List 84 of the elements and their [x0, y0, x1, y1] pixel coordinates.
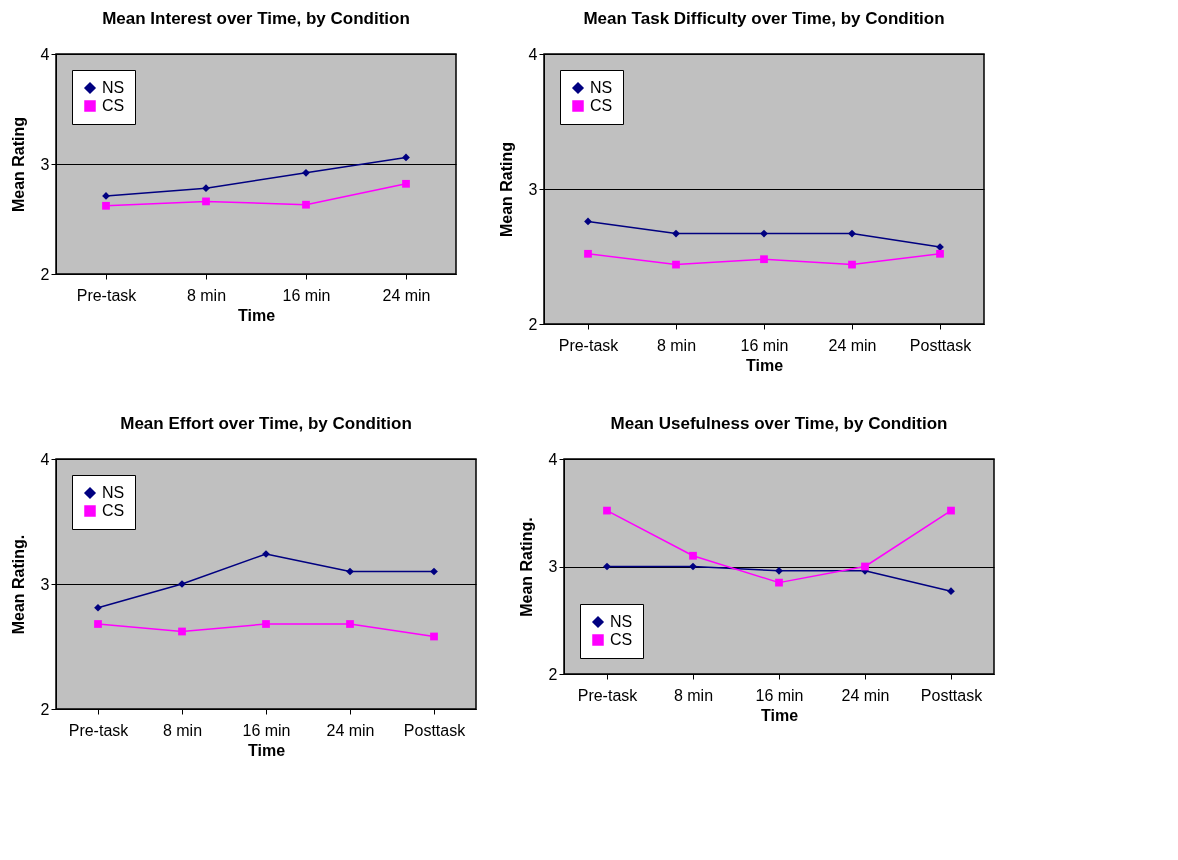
y-tick-label: 3 [40, 575, 50, 593]
x-tick-label: 24 min [326, 721, 375, 739]
x-tick-label: 24 min [828, 336, 877, 354]
x-tick-label: 8 min [673, 686, 714, 704]
point [430, 632, 438, 641]
y-tick-label: 3 [548, 558, 558, 575]
point [94, 603, 102, 612]
x-axis-title: Time [237, 306, 276, 324]
x-tick-label: 16 min [282, 286, 331, 304]
chart-title: Mean Effort over Time, by Condition [120, 414, 412, 433]
y-tick-label: 2 [40, 700, 50, 718]
point [584, 249, 592, 258]
point [202, 184, 210, 193]
y-tick-label: 2 [528, 315, 538, 333]
point [178, 627, 186, 636]
x-tick-label: Posttask [403, 721, 467, 739]
point [775, 566, 783, 575]
x-tick-label: 8 min [162, 721, 203, 739]
x-tick-label: 24 min [841, 686, 890, 704]
point [262, 620, 270, 628]
chart-title: Mean Interest over Time, by Condition [102, 9, 410, 28]
legend-label: CS [102, 502, 125, 519]
y-tick-label: 4 [40, 45, 50, 63]
point [302, 200, 310, 209]
legend-label: NS [590, 79, 613, 96]
y-axis-title: Mean Rating. [517, 517, 535, 617]
chart-title: Mean Task Difficulty over Time, by Condition [583, 9, 945, 28]
point [672, 260, 680, 269]
x-tick-label: 16 min [755, 686, 804, 704]
point [947, 587, 955, 596]
point [936, 249, 944, 258]
y-tick-label: 2 [548, 665, 558, 683]
point [584, 217, 592, 226]
x-axis-title: Time [760, 706, 799, 724]
legend-label: NS [610, 613, 633, 630]
point [689, 562, 697, 571]
point [402, 153, 410, 162]
point [346, 620, 354, 628]
y-axis-title: Mean Rating [497, 141, 515, 238]
legend-label: CS [590, 97, 613, 114]
x-tick-label: 8 min [656, 336, 697, 354]
point [775, 578, 783, 587]
legend-label: CS [102, 97, 125, 114]
x-tick-label: Pre-task [558, 336, 620, 354]
point [672, 229, 680, 238]
x-tick-label: Pre-task [76, 286, 138, 304]
legend-label: CS [610, 631, 633, 648]
x-tick-label: 16 min [740, 336, 789, 354]
y-tick-label: 4 [548, 450, 558, 468]
x-tick-label: Pre-task [577, 686, 639, 704]
point [861, 562, 869, 571]
point [848, 229, 856, 238]
point [202, 197, 210, 206]
point [402, 179, 410, 188]
point [603, 506, 611, 515]
point [760, 229, 768, 238]
x-axis-title: Time [745, 356, 784, 374]
y-tick-label: 4 [528, 45, 538, 63]
point [848, 260, 856, 269]
legend-label: NS [102, 79, 125, 96]
point [947, 506, 955, 515]
x-tick-label: Pre-task [68, 721, 130, 739]
y-tick-label: 2 [40, 265, 50, 283]
legend-label: NS [102, 484, 125, 501]
x-tick-label: Posttask [909, 336, 973, 354]
x-tick-label: 24 min [382, 286, 431, 304]
y-tick-label: 3 [40, 155, 50, 173]
x-tick-label: Posttask [920, 686, 984, 704]
point [102, 201, 110, 210]
x-tick-label: 16 min [242, 721, 291, 739]
y-tick-label: 3 [528, 180, 538, 198]
x-tick-label: 8 min [186, 286, 227, 304]
point [94, 620, 102, 628]
chart-title: Mean Usefulness over Time, by Condition [610, 414, 948, 433]
point [302, 168, 310, 177]
y-tick-label: 4 [40, 450, 50, 468]
point [689, 551, 697, 560]
point [760, 255, 768, 264]
point [430, 567, 438, 576]
point [346, 567, 354, 576]
x-axis-title: Time [247, 741, 286, 759]
y-axis-title: Mean Rating [9, 116, 27, 213]
point [603, 562, 611, 571]
y-axis-title: Mean Rating. [9, 534, 27, 635]
